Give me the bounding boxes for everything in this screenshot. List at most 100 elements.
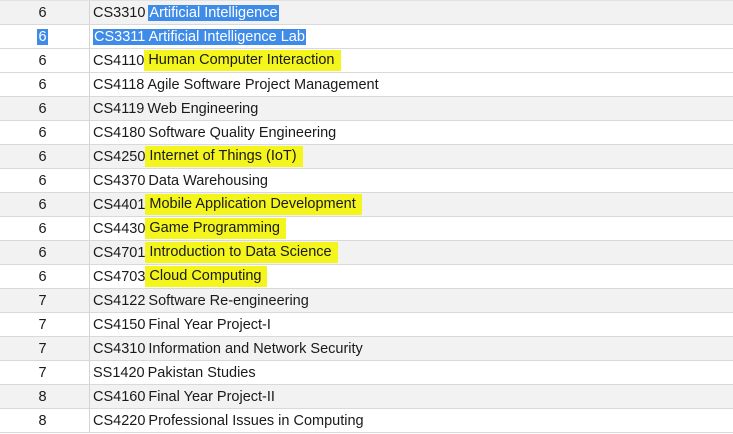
semester-cell[interactable]: 6 xyxy=(0,169,90,192)
semester-cell[interactable]: 6 xyxy=(0,121,90,144)
course-title: Internet of Things (IoT) xyxy=(145,146,303,167)
semester-cell[interactable]: 8 xyxy=(0,409,90,432)
semester-value: 6 xyxy=(38,124,47,141)
course-code: CS4118 xyxy=(93,76,145,93)
course-cell[interactable]: CS4703 Cloud Computing xyxy=(90,265,733,288)
semester-cell[interactable]: 6 xyxy=(0,217,90,240)
semester-value: 8 xyxy=(38,388,47,405)
course-title: Professional Issues in Computing xyxy=(148,412,364,429)
semester-cell[interactable]: 6 xyxy=(0,193,90,216)
course-cell[interactable]: CS4370 Data Warehousing xyxy=(90,169,733,192)
table-row[interactable]: 8 CS4220 Professional Issues in Computing xyxy=(0,409,733,433)
course-cell[interactable]: CS4160 Final Year Project-II xyxy=(90,385,733,408)
semester-cell[interactable]: 7 xyxy=(0,313,90,336)
course-title: Web Engineering xyxy=(147,100,259,117)
table-row[interactable]: 7 SS1420 Pakistan Studies xyxy=(0,361,733,385)
semester-cell[interactable]: 8 xyxy=(0,385,90,408)
semester-value: 6 xyxy=(38,196,47,213)
semester-cell[interactable]: 7 xyxy=(0,337,90,360)
course-code: CS4119 xyxy=(93,100,145,117)
table-row[interactable]: 6 CS3310 Artificial Intelligence xyxy=(0,1,733,25)
table-row[interactable]: 6 CS4180 Software Quality Engineering xyxy=(0,121,733,145)
table-row[interactable]: 6 CS4370 Data Warehousing xyxy=(0,169,733,193)
course-code: CS4703 xyxy=(93,268,146,285)
semester-value: 6 xyxy=(38,268,47,285)
table-row[interactable]: 6 CS4119 Web Engineering xyxy=(0,97,733,121)
course-cell[interactable]: SS1420 Pakistan Studies xyxy=(90,361,733,384)
semester-cell[interactable]: 6 xyxy=(0,1,90,24)
semester-cell[interactable]: 7 xyxy=(0,361,90,384)
semester-cell[interactable]: 6 xyxy=(0,25,90,48)
course-title: Mobile Application Development xyxy=(145,194,362,215)
course-title: Human Computer Interaction xyxy=(144,50,341,71)
course-code: CS4150 xyxy=(93,316,146,333)
table-row[interactable]: 6 CS3311 Artificial Intelligence Lab xyxy=(0,25,733,49)
course-code: CS4160 xyxy=(93,388,146,405)
course-cell[interactable]: CS4122 Software Re-engineering xyxy=(90,289,733,312)
table-row[interactable]: 6 CS4118 Agile Software Project Management xyxy=(0,73,733,97)
course-code: CS4430 xyxy=(93,220,146,237)
course-code: CS4250 xyxy=(93,148,146,165)
semester-cell[interactable]: 6 xyxy=(0,97,90,120)
selection-highlight: CS3311 Artificial Intelligence Lab xyxy=(93,28,306,45)
course-cell[interactable]: CS4430 Game Programming xyxy=(90,217,733,240)
semester-cell[interactable]: 6 xyxy=(0,145,90,168)
table-row[interactable]: 8 CS4160 Final Year Project-II xyxy=(0,385,733,409)
table-row[interactable]: 6 CS4703 Cloud Computing xyxy=(0,265,733,289)
course-code: CS4310 xyxy=(93,340,146,357)
table-row[interactable]: 6 CS4250 Internet of Things (IoT) xyxy=(0,145,733,169)
semester-value: 6 xyxy=(37,28,48,45)
course-code: CS3310 xyxy=(93,4,146,21)
semester-cell[interactable]: 6 xyxy=(0,49,90,72)
semester-value: 6 xyxy=(38,4,47,21)
course-code: CS4110 xyxy=(93,52,145,69)
course-cell[interactable]: CS4180 Software Quality Engineering xyxy=(90,121,733,144)
semester-value: 6 xyxy=(38,148,47,165)
semester-value: 6 xyxy=(38,100,47,117)
table-row[interactable]: 6 CS4110 Human Computer Interaction xyxy=(0,49,733,73)
course-cell[interactable]: CS4220 Professional Issues in Computing xyxy=(90,409,733,432)
course-title: Final Year Project-I xyxy=(148,316,271,333)
course-cell[interactable]: CS4150 Final Year Project-I xyxy=(90,313,733,336)
course-code: SS1420 xyxy=(93,364,145,381)
semester-value: 7 xyxy=(38,292,47,309)
table-row[interactable]: 6 CS4401 Mobile Application Development xyxy=(0,193,733,217)
course-cell[interactable]: CS3310 Artificial Intelligence xyxy=(90,1,733,24)
course-title: Game Programming xyxy=(145,218,286,239)
course-title: Software Re-engineering xyxy=(148,292,309,309)
semester-value: 6 xyxy=(38,172,47,189)
course-cell[interactable]: CS4250 Internet of Things (IoT) xyxy=(90,145,733,168)
course-title: Agile Software Project Management xyxy=(147,76,379,93)
table-row[interactable]: 7 CS4122 Software Re-engineering xyxy=(0,289,733,313)
semester-cell[interactable]: 6 xyxy=(0,73,90,96)
semester-value: 7 xyxy=(38,340,47,357)
semester-cell[interactable]: 7 xyxy=(0,289,90,312)
course-cell[interactable]: CS4310 Information and Network Security xyxy=(90,337,733,360)
course-code: CS4220 xyxy=(93,412,146,429)
course-cell[interactable]: CS4110 Human Computer Interaction xyxy=(90,49,733,72)
course-title: Artificial Intelligence Lab xyxy=(148,28,305,45)
semester-value: 8 xyxy=(38,412,47,429)
course-cell[interactable]: CS4119 Web Engineering xyxy=(90,97,733,120)
table-row[interactable]: 7 CS4150 Final Year Project-I xyxy=(0,313,733,337)
course-code: CS4180 xyxy=(93,124,146,141)
course-code: CS4401 xyxy=(93,196,146,213)
course-cell[interactable]: CS3311 Artificial Intelligence Lab xyxy=(90,25,733,48)
course-title: Data Warehousing xyxy=(148,172,268,189)
course-title: Artificial Intelligence xyxy=(148,4,279,21)
course-cell[interactable]: CS4401 Mobile Application Development xyxy=(90,193,733,216)
table-row[interactable]: 6 CS4701 Introduction to Data Science xyxy=(0,241,733,265)
table-row[interactable]: 6 CS4430 Game Programming xyxy=(0,217,733,241)
semester-cell[interactable]: 6 xyxy=(0,265,90,288)
table-row[interactable]: 7 CS4310 Information and Network Security xyxy=(0,337,733,361)
course-code: CS3311 xyxy=(94,28,146,45)
course-code: CS4701 xyxy=(93,244,146,261)
course-code: CS4122 xyxy=(93,292,146,309)
course-cell[interactable]: CS4118 Agile Software Project Management xyxy=(90,73,733,96)
semester-cell[interactable]: 6 xyxy=(0,241,90,264)
course-title: Cloud Computing xyxy=(145,266,268,287)
course-cell[interactable]: CS4701 Introduction to Data Science xyxy=(90,241,733,264)
course-title: Introduction to Data Science xyxy=(145,242,338,263)
course-title: Software Quality Engineering xyxy=(148,124,337,141)
semester-value: 6 xyxy=(38,244,47,261)
